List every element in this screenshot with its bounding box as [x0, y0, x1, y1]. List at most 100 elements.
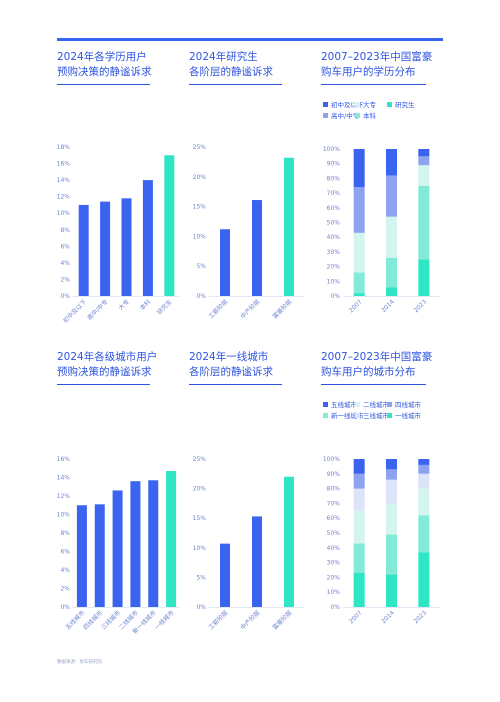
chart-2-ytick-label: 25%: [193, 144, 207, 151]
chart-6-legend-label: 一线城市: [395, 411, 422, 420]
chart-3-ytick-label: 70%: [327, 190, 341, 197]
chart-5-ytick-label: 25%: [193, 456, 207, 463]
chart-6-bar-segment: [386, 503, 397, 535]
chart-3-ytick-label: 100%: [323, 146, 340, 153]
chart-2-xtick-label: 富豪阶层: [271, 298, 294, 321]
chart-4-bar: [148, 480, 159, 607]
chart-2-ytick-label: 5%: [196, 263, 206, 270]
chart-3-bar-segment: [386, 287, 397, 296]
panel-3-title-rule: [321, 84, 426, 85]
chart-4-ytick-label: 12%: [57, 493, 71, 500]
panel-5-title-line2: 各阶层的静谧诉求: [189, 366, 273, 378]
chart-1-bar: [100, 201, 111, 296]
chart-3-xtick-label: 2023: [412, 298, 428, 314]
chart-1-bar: [164, 155, 175, 296]
chart-6-legend-swatch: [323, 413, 328, 418]
chart-4-ytick-label: 6%: [60, 549, 70, 556]
chart-3-xtick-label: 2014: [380, 298, 396, 314]
chart-1-xtick-label: 大专: [117, 298, 131, 312]
chart-5-xtick-label: 工薪阶层: [207, 609, 230, 632]
panel-1-title-line2: 预购决策的静谧诉求: [57, 66, 152, 78]
chart-3-legend-swatch: [323, 113, 328, 118]
panel-3-title-line1: 2007–2023年中国富豪: [321, 51, 433, 63]
chart-6-ytick-label: 90%: [327, 471, 341, 478]
chart-3-bar-segment: [353, 149, 365, 188]
chart-4-bar: [94, 504, 105, 607]
chart-4-ytick-label: 2%: [60, 586, 70, 593]
chart-6-legend-label: 四线城市: [395, 400, 422, 409]
chart-4-ytick-label: 14%: [57, 475, 71, 482]
chart-3-ytick-label: 20%: [327, 264, 341, 271]
chart-6-legend-label: 新一线城市: [331, 411, 364, 420]
panel-4-title: 2024年各级城市用户 预购决策的静谧诉求: [57, 350, 157, 380]
chart-5-ytick-label: 0%: [196, 604, 206, 611]
chart-1-xtick-label: 本科: [138, 298, 152, 312]
chart-5-xtick-label: 富豪阶层: [271, 609, 294, 632]
chart-3-bar-segment: [418, 156, 430, 166]
chart-4-bar: [166, 471, 177, 607]
chart-2-bar: [220, 229, 230, 296]
chart-3-bar-segment: [386, 149, 397, 176]
chart-3-ytick-label: 10%: [327, 278, 341, 285]
chart-4-bar: [112, 490, 123, 607]
chart-6-ytick-label: 100%: [323, 456, 340, 463]
chart-6-legend-swatch: [355, 413, 360, 418]
chart-3-legend-label: 本科: [363, 111, 377, 120]
chart-6-xtick-label: 2023: [412, 609, 428, 625]
chart-1-bar: [121, 198, 132, 296]
panel-1-title: 2024年各学历用户 预购决策的静谧诉求: [57, 50, 152, 80]
chart-3-bar-segment: [418, 259, 430, 296]
panel-4-title-line2: 预购决策的静谧诉求: [57, 366, 152, 378]
chart-6-bar-segment: [353, 510, 365, 544]
chart-6-ytick-label: 80%: [327, 486, 341, 493]
chart-6-ytick-label: 60%: [327, 515, 341, 522]
chart-3-bar-segment: [418, 185, 430, 260]
chart-2-bar: [252, 200, 262, 296]
chart-4-bar: [130, 481, 141, 607]
top-accent-bar: [57, 38, 443, 41]
chart-1-xtick-label: 研究生: [155, 298, 173, 316]
chart-1-xtick-label: 初中及以下: [61, 298, 88, 325]
chart-1-ytick-label: 12%: [57, 194, 71, 201]
chart-1-ytick-label: 14%: [57, 177, 71, 184]
chart-6-bar-segment: [353, 572, 365, 607]
chart-6-bar-segment: [418, 515, 430, 553]
panel-1-title-line1: 2024年各学历用户: [57, 51, 147, 63]
chart-5-xtick-label: 中产阶层: [239, 609, 262, 632]
chart-6-bar-segment: [418, 488, 430, 516]
panel-2-title-line2: 各阶层的静谧诉求: [189, 66, 273, 78]
chart-1-ytick-label: 18%: [57, 144, 71, 151]
chart-6-legend-label: 二线城市: [363, 400, 390, 409]
chart-6-legend-swatch: [355, 402, 360, 407]
chart-3-bar-segment: [353, 232, 365, 273]
chart-1-ytick-label: 6%: [60, 243, 70, 250]
panel-6-title-rule: [321, 384, 426, 385]
panel-5-title-rule: [189, 384, 282, 385]
chart-6-bar-segment: [353, 543, 365, 573]
chart-6-bar-segment: [386, 459, 397, 470]
chart-5-bar: [220, 543, 230, 607]
chart-6-ytick-label: 20%: [327, 574, 341, 581]
panel-4-title-line1: 2024年各级城市用户: [57, 351, 158, 363]
chart-1-xtick-label: 高中/中专: [85, 298, 109, 322]
chart-3-legend-swatch: [355, 102, 360, 107]
panel-3-title-line2: 购车用户的学历分布: [321, 66, 416, 78]
chart-4-xtick-label: 一线城市: [153, 609, 176, 632]
chart-2-xtick-label: 工薪阶层: [207, 298, 230, 321]
chart-6-legend-swatch: [387, 402, 392, 407]
chart-6-legend-swatch: [387, 413, 392, 418]
chart-6-ytick-label: 10%: [327, 589, 341, 596]
chart-6-bar-segment: [353, 459, 365, 474]
chart-6-ytick-label: 0%: [330, 604, 340, 611]
chart-6-xtick-label: 2014: [380, 609, 396, 625]
chart-6-legend-label: 五线城市: [331, 400, 358, 409]
chart-1-ytick-label: 4%: [60, 260, 70, 267]
chart-6-bar-segment: [386, 534, 397, 575]
chart-2-ytick-label: 10%: [193, 233, 207, 240]
chart-3-ytick-label: 60%: [327, 205, 341, 212]
panel-6-title-line1: 2007–2023年中国富豪: [321, 351, 433, 363]
chart-6-ytick-label: 40%: [327, 545, 341, 552]
chart-2-xtick-label: 中产阶层: [239, 298, 262, 321]
chart-5-bar: [252, 516, 262, 607]
